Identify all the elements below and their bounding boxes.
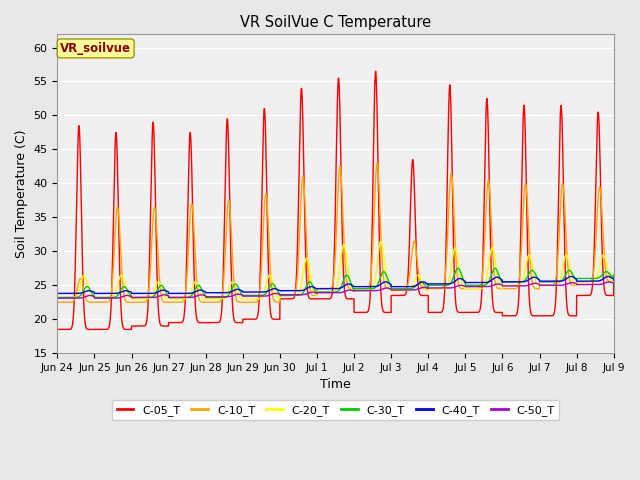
C-05_T [54,326,61,332]
C-30_T [562,272,570,277]
C-50_T [562,282,570,288]
C-30_T [54,295,61,300]
C-20_T [177,296,184,302]
C-10_T [547,282,554,288]
C-50_T [408,287,416,293]
C-20_T [562,252,570,258]
X-axis label: Time: Time [320,378,351,392]
C-20_T [376,239,384,244]
C-50_T [177,295,184,300]
C-20_T [377,238,385,244]
C-40_T [517,279,525,285]
C-05_T [408,160,416,166]
C-40_T [408,284,416,289]
C-10_T [408,248,416,254]
C-30_T [177,295,184,300]
C-40_T [177,290,184,296]
C-10_T [562,222,570,228]
C-10_T [373,160,381,166]
Line: C-10_T: C-10_T [58,163,640,302]
C-40_T [376,282,384,288]
C-05_T [177,320,184,325]
Title: VR SoilVue C Temperature: VR SoilVue C Temperature [240,15,431,30]
C-20_T [547,282,554,288]
C-40_T [562,276,570,282]
Line: C-30_T: C-30_T [58,268,640,298]
C-20_T [128,296,136,302]
C-30_T [517,279,525,285]
Text: VR_soilvue: VR_soilvue [60,42,131,55]
C-50_T [376,287,384,293]
C-05_T [376,277,384,283]
C-50_T [54,295,61,301]
Line: C-40_T: C-40_T [58,276,640,293]
C-10_T [517,251,525,256]
C-05_T [372,69,380,74]
C-10_T [54,300,61,305]
C-30_T [547,279,554,285]
Line: C-05_T: C-05_T [58,72,640,329]
C-50_T [517,283,525,289]
C-05_T [547,313,554,319]
C-30_T [454,265,462,271]
Legend: C-05_T, C-10_T, C-20_T, C-30_T, C-40_T, C-50_T: C-05_T, C-10_T, C-20_T, C-30_T, C-40_T, … [112,400,559,420]
C-30_T [376,275,384,281]
C-50_T [547,282,554,288]
C-05_T [517,208,525,214]
C-10_T [376,218,384,224]
Y-axis label: Soil Temperature (C): Soil Temperature (C) [15,129,28,258]
C-40_T [54,290,61,296]
Line: C-20_T: C-20_T [58,241,640,299]
C-05_T [562,278,570,284]
C-20_T [408,284,416,290]
C-10_T [177,300,184,305]
C-20_T [518,281,525,287]
C-40_T [547,278,554,284]
C-20_T [54,295,61,300]
Line: C-50_T: C-50_T [58,281,640,298]
C-30_T [408,286,416,291]
